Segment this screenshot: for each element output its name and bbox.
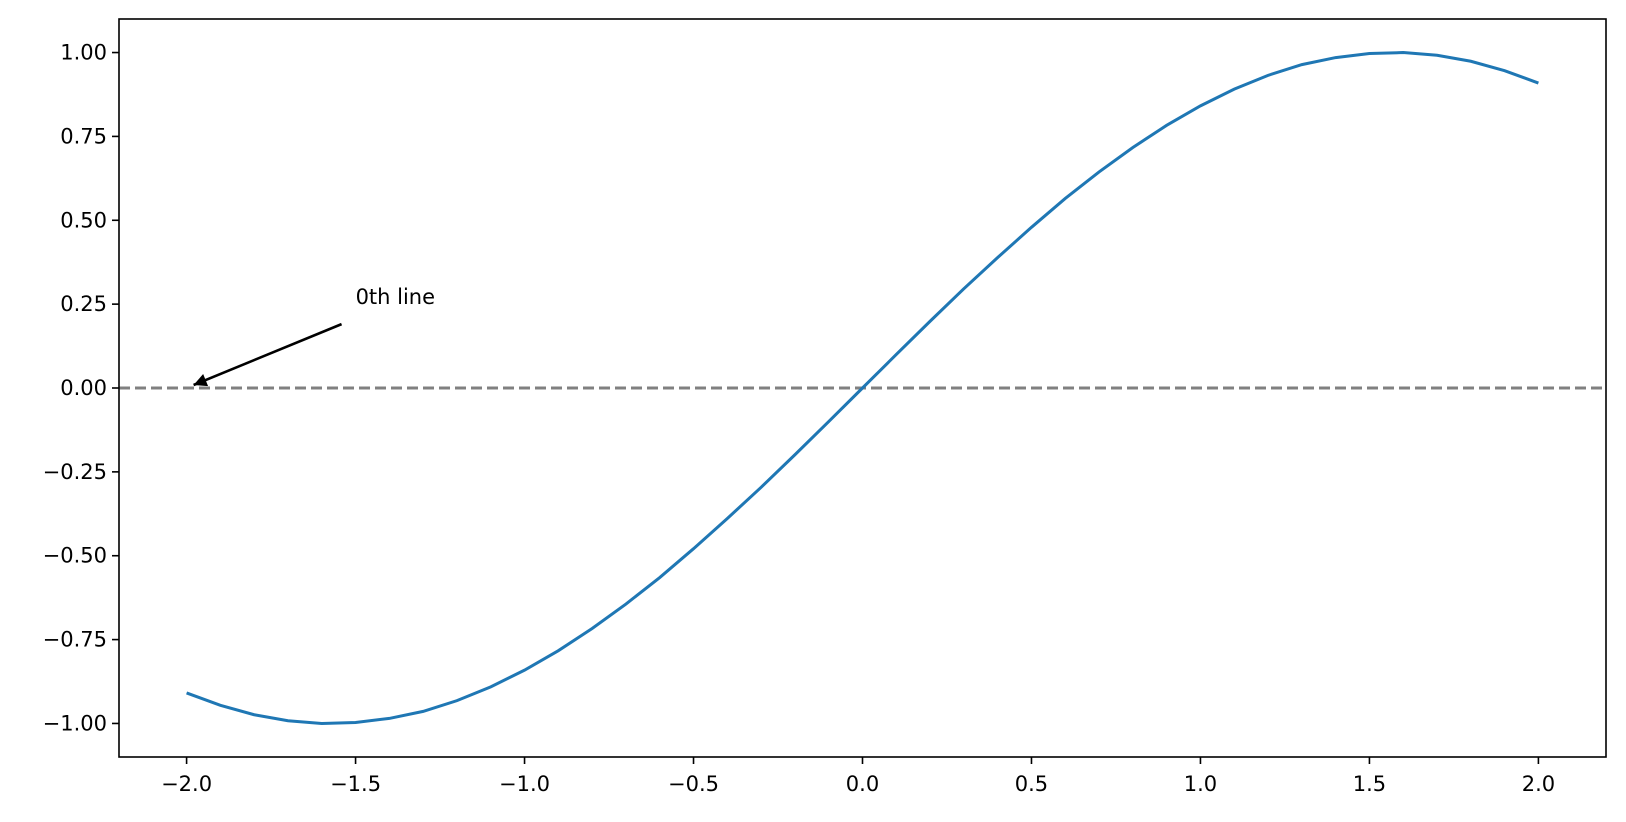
x-tick-label: −2.0 [161,772,212,796]
x-tick-label: −1.5 [330,772,381,796]
y-tick-label: 0.00 [60,376,107,400]
x-tick-label: −0.5 [668,772,719,796]
y-tick-label: −0.50 [43,544,107,568]
annotation-text: 0th line [356,285,435,309]
annotation-arrow [193,322,343,387]
y-tick-label: −0.25 [43,460,107,484]
y-tick-label: 0.50 [60,208,107,232]
y-tick-label: −0.75 [43,628,107,652]
x-tick-label: 0.5 [1015,772,1048,796]
y-tick-label: −1.00 [43,711,107,735]
y-tick-label: 0.75 [60,124,107,148]
data-line [186,51,1539,725]
x-tick-label: 1.5 [1353,772,1386,796]
y-tick-label: 1.00 [60,41,107,65]
x-tick-label: 0.0 [846,772,879,796]
x-tick-label: 2.0 [1522,772,1555,796]
x-tick-label: 1.0 [1184,772,1217,796]
x-tick-label: −1.0 [499,772,550,796]
y-tick-label: 0.25 [60,292,107,316]
